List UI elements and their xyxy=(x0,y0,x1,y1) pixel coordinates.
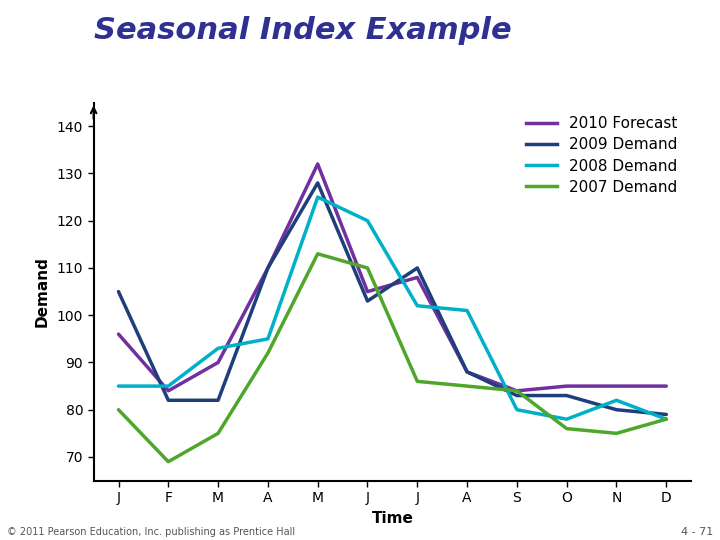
Text: 4 - 71: 4 - 71 xyxy=(680,527,713,537)
Text: © 2011 Pearson Education, Inc. publishing as Prentice Hall: © 2011 Pearson Education, Inc. publishin… xyxy=(7,527,295,537)
Legend: 2010 Forecast, 2009 Demand, 2008 Demand, 2007 Demand: 2010 Forecast, 2009 Demand, 2008 Demand,… xyxy=(520,110,683,201)
Text: Seasonal Index Example: Seasonal Index Example xyxy=(94,16,511,45)
Y-axis label: Demand: Demand xyxy=(35,256,50,327)
X-axis label: Time: Time xyxy=(372,511,413,525)
